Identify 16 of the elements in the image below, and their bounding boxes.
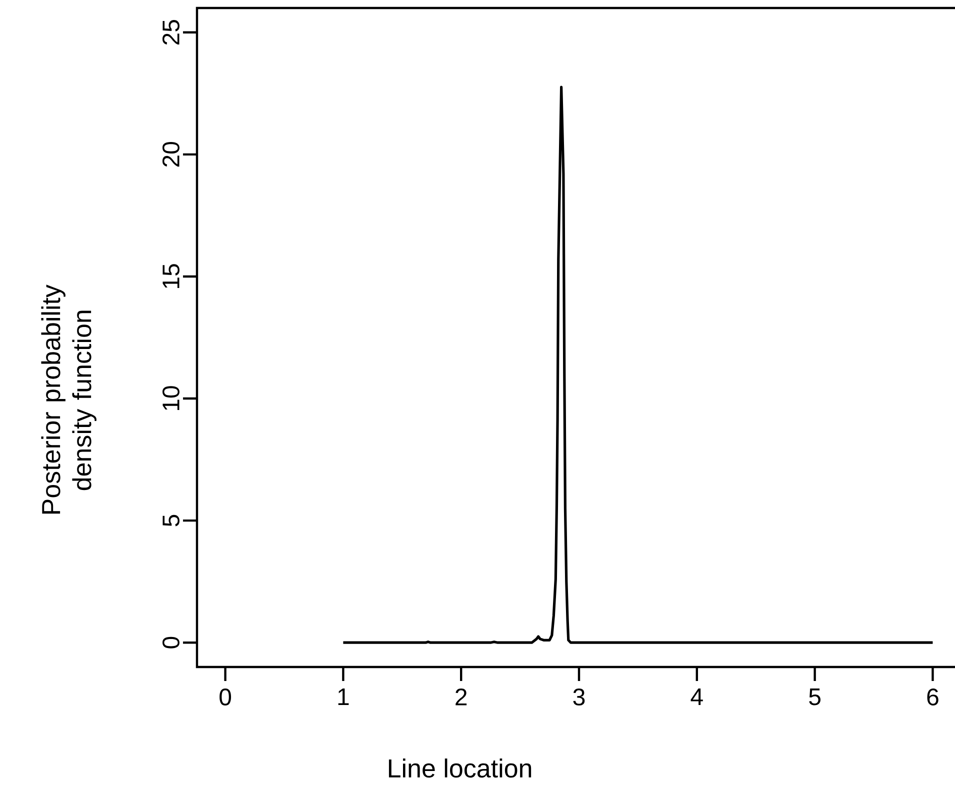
y-tick-label: 10 (162, 386, 180, 410)
x-axis-title: Line location (388, 758, 532, 778)
x-tick-label: 5 (809, 688, 820, 706)
y-tick-label: 5 (162, 514, 180, 526)
x-tick-label: 0 (220, 688, 232, 706)
y-tick-label: 0 (162, 636, 180, 648)
x-tick-label: 1 (338, 688, 349, 706)
x-tick-label: 4 (690, 688, 703, 706)
y-axis-title: Posterior probability density function (41, 284, 96, 514)
line-series (342, 86, 934, 644)
y-tick-label: 25 (162, 20, 180, 45)
x-tick-label: 2 (456, 688, 467, 706)
y-tick-label: 20 (162, 142, 180, 167)
x-tick-label: 3 (573, 688, 585, 706)
x-tick-label: 6 (927, 688, 938, 706)
y-tick-label: 15 (162, 264, 180, 288)
